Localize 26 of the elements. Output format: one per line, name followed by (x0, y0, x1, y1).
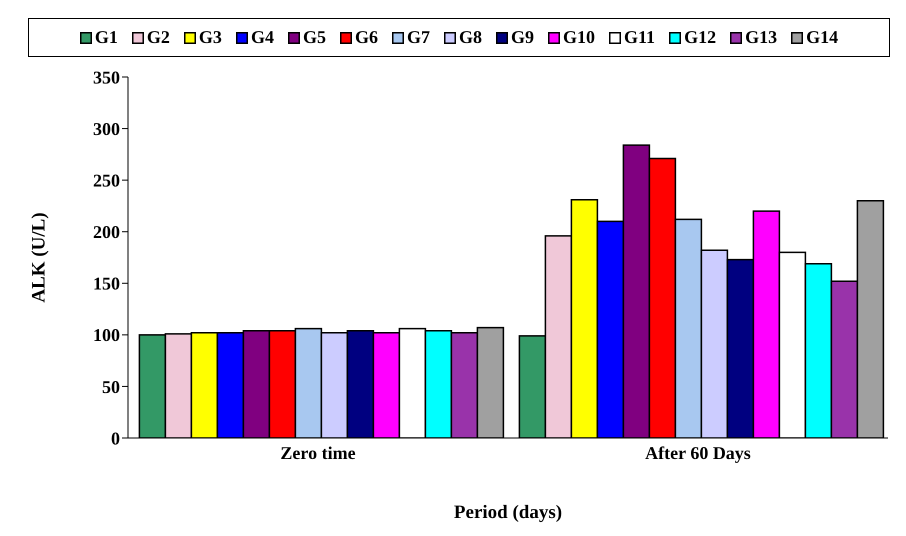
y-axis-title: ALK (U/L) (28, 212, 50, 303)
legend-label: G10 (563, 27, 596, 48)
y-tick-label: 100 (93, 325, 120, 346)
legend-label: G13 (745, 27, 778, 48)
y-tick-label: 200 (93, 222, 120, 242)
y-tick-label: 0 (111, 428, 120, 448)
y-tick-label: 350 (93, 67, 120, 88)
legend-label: G3 (198, 27, 222, 48)
legend-label: G12 (684, 27, 716, 48)
legend-label: G5 (302, 27, 326, 48)
legend-label: G8 (459, 27, 482, 48)
x-axis-title: Period (days) (454, 502, 562, 523)
legend-label: G2 (146, 27, 170, 48)
legend-label: G7 (406, 27, 430, 48)
legend-label: G6 (354, 27, 378, 48)
x-tick-label: After 60 Days (645, 442, 751, 463)
y-tick-label: 50 (102, 376, 120, 397)
legend-label: G4 (250, 27, 274, 48)
legend-label: G1 (94, 27, 118, 48)
x-tick-label: Zero time (280, 442, 356, 463)
y-tick-label: 150 (93, 274, 120, 294)
legend-label: G11 (624, 27, 656, 48)
y-tick-label: 300 (93, 118, 120, 139)
legend-label: G14 (806, 27, 838, 48)
legend-label: G9 (511, 27, 534, 48)
y-tick-label: 250 (93, 170, 120, 191)
